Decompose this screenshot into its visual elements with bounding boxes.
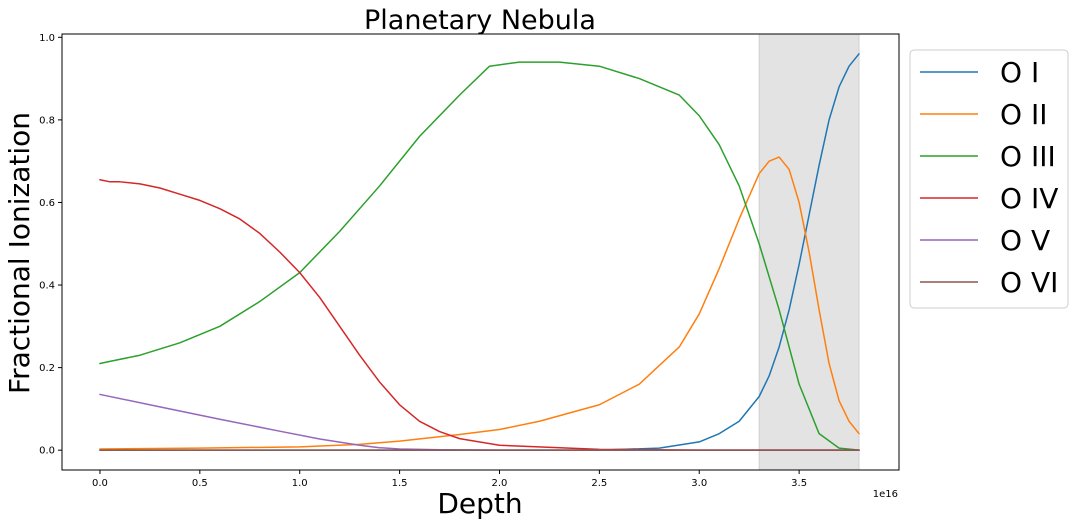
x-axis-offset-label: 1e16 xyxy=(873,489,898,500)
y-tick-label: 0.2 xyxy=(39,363,55,374)
x-tick-label: 1.5 xyxy=(392,478,408,489)
x-tick-label: 3.0 xyxy=(691,478,707,489)
plot-frame xyxy=(61,33,900,471)
series-line-o-iii xyxy=(99,61,860,451)
y-axis: 0.0 0.2 0.4 0.6 0.8 1.0 xyxy=(39,33,62,457)
chart-title: Planetary Nebula xyxy=(364,5,596,36)
x-tick-label: 0.0 xyxy=(92,478,108,489)
y-axis-label: Fractional Ionization xyxy=(3,112,36,394)
legend-label-o-i: O I xyxy=(1000,56,1039,89)
series-line-o-ii xyxy=(99,156,860,450)
series-line-o-iv xyxy=(99,179,860,451)
legend-label-o-vi: O VI xyxy=(1000,266,1058,299)
legend-entries: O I O II O III O IV O V O VI xyxy=(920,56,1058,299)
series-layer xyxy=(99,53,860,451)
y-tick-label: 1.0 xyxy=(39,33,55,44)
legend-label-o-v: O V xyxy=(1000,224,1050,257)
x-tick-label: 2.0 xyxy=(492,478,508,489)
y-tick-label: 0.0 xyxy=(39,446,55,457)
x-axis: 0.0 0.5 1.0 1.5 2.0 2.5 3.0 3.5 xyxy=(92,470,807,489)
x-tick-label: 2.5 xyxy=(591,478,607,489)
y-tick-label: 0.4 xyxy=(39,281,55,292)
x-tick-label: 3.5 xyxy=(791,478,807,489)
x-tick-label: 1.0 xyxy=(292,478,308,489)
y-tick-label: 0.8 xyxy=(39,115,55,126)
y-tick-label: 0.6 xyxy=(39,198,55,209)
legend: O I O II O III O IV O V O VI xyxy=(909,49,1069,309)
x-axis-label: Depth xyxy=(437,487,522,520)
legend-label-o-ii: O II xyxy=(1000,98,1047,131)
legend-label-o-iii: O III xyxy=(1000,140,1056,173)
x-tick-label: 0.5 xyxy=(192,478,208,489)
legend-label-o-iv: O IV xyxy=(1000,182,1058,215)
